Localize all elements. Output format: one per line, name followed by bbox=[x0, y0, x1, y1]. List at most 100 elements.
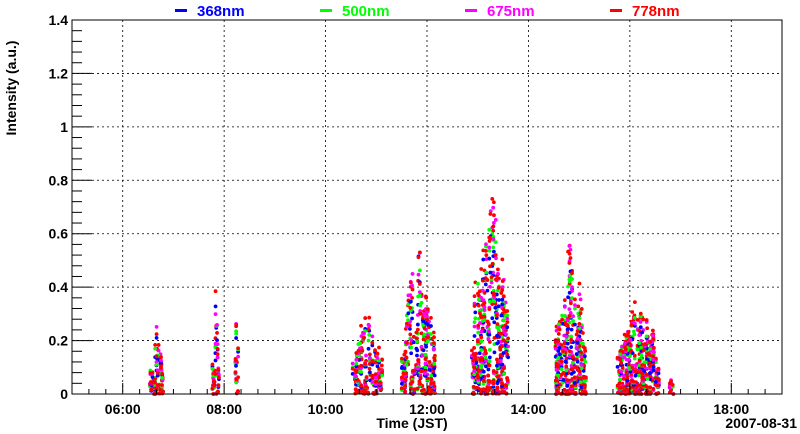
data-point bbox=[615, 364, 620, 369]
data-point bbox=[216, 389, 220, 394]
data-point bbox=[626, 382, 630, 387]
data-point bbox=[471, 358, 476, 363]
data-point bbox=[422, 326, 427, 331]
data-point bbox=[636, 373, 641, 378]
data-point bbox=[486, 388, 491, 392]
data-point bbox=[650, 328, 655, 333]
data-point bbox=[580, 331, 585, 335]
data-point bbox=[490, 391, 495, 396]
data-point bbox=[494, 277, 498, 282]
data-point bbox=[472, 334, 477, 338]
data-point bbox=[568, 310, 573, 315]
data-point bbox=[495, 313, 499, 318]
data-point bbox=[217, 375, 221, 380]
data-point bbox=[408, 299, 413, 304]
data-point bbox=[573, 322, 577, 327]
data-point bbox=[476, 303, 481, 308]
data-point bbox=[404, 321, 409, 326]
data-point bbox=[160, 383, 164, 387]
data-point bbox=[577, 292, 582, 297]
data-point bbox=[633, 363, 638, 368]
data-point bbox=[408, 280, 413, 285]
data-point bbox=[500, 285, 505, 290]
data-point bbox=[422, 313, 427, 318]
data-point bbox=[487, 340, 492, 344]
data-point bbox=[575, 340, 580, 345]
data-point bbox=[479, 267, 484, 271]
data-point bbox=[488, 212, 493, 216]
data-point bbox=[432, 347, 436, 352]
data-point bbox=[569, 384, 574, 389]
data-point bbox=[484, 364, 488, 369]
data-point bbox=[557, 352, 562, 357]
data-point bbox=[556, 342, 561, 346]
data-point bbox=[651, 357, 656, 362]
data-point bbox=[493, 217, 498, 222]
data-point bbox=[418, 381, 422, 386]
data-point bbox=[215, 346, 220, 351]
data-point bbox=[409, 345, 414, 350]
data-point bbox=[484, 270, 489, 275]
data-point bbox=[554, 328, 559, 333]
y-tick-label: 0.2 bbox=[49, 333, 69, 349]
data-point bbox=[637, 341, 642, 346]
data-point bbox=[580, 341, 585, 346]
data-point bbox=[641, 348, 646, 353]
x-tick-label: 12:00 bbox=[409, 401, 445, 417]
data-point bbox=[579, 354, 584, 359]
data-point bbox=[479, 329, 484, 334]
data-point bbox=[418, 303, 423, 308]
data-point bbox=[432, 373, 437, 378]
data-point bbox=[583, 359, 588, 364]
data-point bbox=[578, 297, 583, 302]
data-point bbox=[417, 290, 422, 295]
x-tick-label: 08:00 bbox=[206, 401, 242, 417]
y-tick-label: 0 bbox=[60, 386, 68, 402]
data-point bbox=[497, 298, 501, 302]
data-point bbox=[158, 388, 163, 392]
data-point bbox=[561, 349, 565, 354]
data-point bbox=[153, 343, 158, 347]
data-point bbox=[236, 354, 240, 359]
data-point bbox=[487, 248, 492, 253]
legend-entry: 778nm bbox=[632, 3, 680, 20]
data-point bbox=[373, 379, 378, 384]
data-point bbox=[493, 305, 498, 310]
data-point bbox=[401, 371, 406, 376]
data-point bbox=[638, 320, 643, 324]
data-point bbox=[556, 364, 561, 369]
data-point bbox=[491, 237, 496, 241]
data-point bbox=[651, 346, 656, 350]
data-point bbox=[653, 379, 658, 384]
data-point bbox=[418, 311, 423, 316]
data-point bbox=[557, 327, 562, 332]
data-point bbox=[564, 364, 569, 369]
x-tick-label: 18:00 bbox=[713, 401, 749, 417]
data-point bbox=[432, 366, 437, 371]
data-point bbox=[635, 317, 640, 322]
data-point bbox=[626, 330, 631, 335]
data-point bbox=[622, 355, 627, 360]
data-point bbox=[484, 351, 488, 356]
data-point bbox=[472, 372, 477, 377]
data-point bbox=[626, 365, 631, 370]
data-point bbox=[408, 326, 412, 331]
data-point bbox=[553, 378, 558, 383]
data-point bbox=[420, 353, 425, 358]
data-point bbox=[579, 362, 584, 367]
y-tick-label: 0.4 bbox=[49, 279, 69, 295]
data-point bbox=[625, 378, 630, 383]
data-point bbox=[501, 351, 506, 355]
data-point bbox=[500, 302, 505, 307]
data-point bbox=[637, 358, 642, 363]
data-point bbox=[476, 281, 480, 286]
data-point bbox=[487, 379, 492, 384]
data-point bbox=[567, 349, 572, 354]
data-point bbox=[554, 388, 559, 393]
data-point bbox=[565, 382, 570, 387]
data-point bbox=[577, 369, 582, 374]
data-point bbox=[415, 353, 419, 358]
data-point bbox=[478, 373, 483, 377]
data-point bbox=[234, 323, 239, 327]
